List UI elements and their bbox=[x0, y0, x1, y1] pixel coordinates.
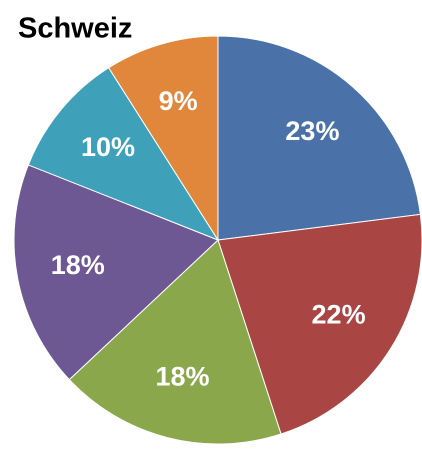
chart-title: Schweiz bbox=[18, 13, 132, 45]
pie bbox=[13, 35, 422, 445]
pie-slice bbox=[217, 35, 421, 241]
data-label: 9% bbox=[159, 86, 198, 116]
pie-slice bbox=[108, 35, 219, 242]
pie-slice bbox=[13, 164, 219, 381]
data-label: 22% bbox=[312, 300, 366, 330]
data-label: 18% bbox=[51, 250, 105, 280]
pie-slice bbox=[27, 67, 220, 242]
pie-slice bbox=[68, 239, 282, 445]
data-label: 23% bbox=[285, 116, 339, 146]
data-label: 10% bbox=[81, 132, 135, 162]
data-label: 18% bbox=[155, 361, 209, 391]
